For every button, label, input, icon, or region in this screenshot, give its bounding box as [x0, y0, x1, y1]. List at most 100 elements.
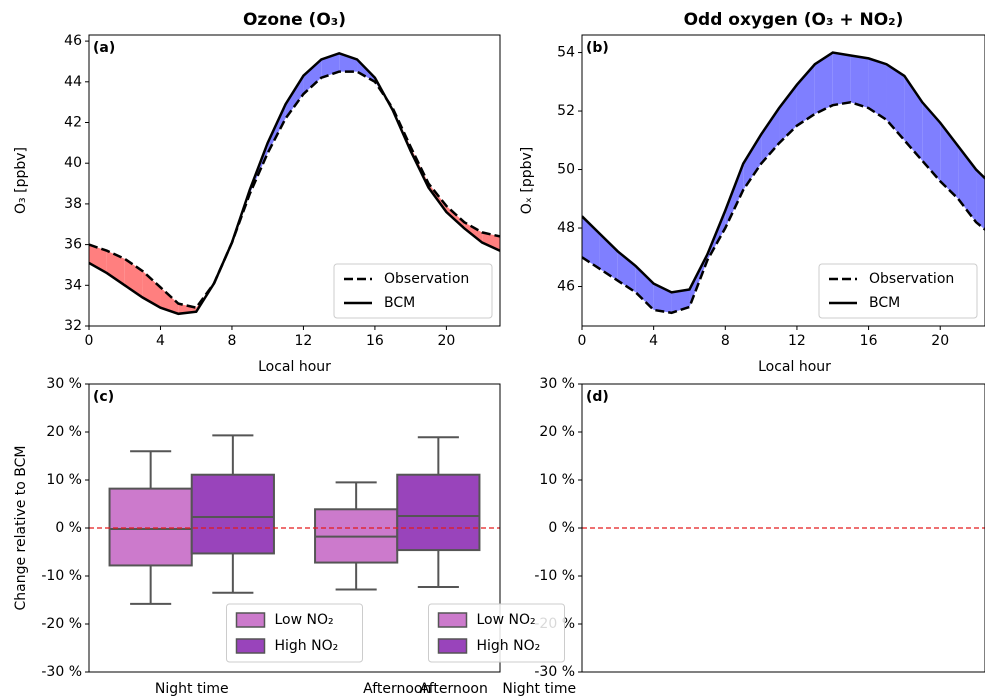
legend-label: Low NO₂ [275, 612, 334, 628]
legend-swatch [437, 638, 468, 654]
x-tick-label: 20 [437, 333, 455, 349]
y-tick-label: 38 [64, 196, 82, 212]
y-tick-label: 42 [64, 115, 82, 131]
x-tick-label: 20 [931, 333, 949, 349]
y-tick-label: 46 [64, 33, 82, 49]
plot-area [582, 527, 985, 529]
difference-fill [868, 58, 887, 120]
y-tick-label: -30 % [41, 664, 82, 680]
legend-label: High NO₂ [477, 638, 541, 654]
difference-fill [922, 102, 941, 182]
x-tick-label: 8 [721, 333, 730, 349]
y-tick-label: 10 % [539, 472, 575, 488]
difference-fill [725, 163, 744, 229]
y-tick-label: 40 [64, 155, 82, 171]
difference-fill [761, 108, 780, 164]
y-tick-label: 20 % [46, 424, 82, 440]
panel-title: Odd oxygen (O₃ + NO₂) [684, 10, 904, 30]
legend-label: High NO₂ [275, 638, 339, 654]
y-tick-label: 0 % [55, 520, 82, 536]
difference-fill [976, 169, 985, 230]
x-tick-label: 0 [85, 333, 94, 349]
difference-fill [779, 84, 797, 144]
x-tick-label: 4 [156, 333, 165, 349]
y-tick-label: 36 [64, 237, 82, 253]
y-tick-label: 0 % [548, 520, 575, 536]
legend-swatch [437, 612, 468, 628]
y-tick-label: 30 % [539, 376, 575, 392]
difference-fill [689, 254, 708, 307]
y-tick-label: 30 % [46, 376, 82, 392]
y-tick-label: 50 [557, 162, 575, 178]
y-tick-label: -10 % [534, 568, 575, 584]
box [396, 473, 481, 552]
difference-fill [743, 134, 762, 191]
legend-swatch [235, 612, 266, 628]
y-tick-label: 54 [557, 45, 575, 61]
panel-label: (b) [586, 40, 609, 56]
x-tick-label: Night time [155, 681, 229, 697]
axes-frame [581, 383, 985, 673]
axes-frame [88, 34, 501, 327]
series-line [582, 51, 985, 294]
panel-label: (c) [93, 389, 114, 405]
x-tick-label: 0 [578, 333, 587, 349]
box [108, 487, 193, 567]
legend-box [333, 263, 493, 319]
legend-label: Low NO₂ [477, 612, 536, 628]
series-line [89, 70, 500, 310]
x-axis-label: Local hour [258, 359, 331, 375]
difference-fill [106, 250, 125, 286]
x-tick-label: 4 [649, 333, 658, 349]
difference-fill [582, 216, 600, 269]
legend-swatch [235, 638, 266, 654]
difference-fill [832, 52, 851, 106]
difference-fill [482, 232, 500, 251]
x-tick-label: 16 [366, 333, 384, 349]
x-tick-label: 12 [295, 333, 313, 349]
x-axis-label: Local hour [758, 359, 831, 375]
x-tick-label: 12 [788, 333, 806, 349]
series-line [89, 51, 500, 316]
panel-label: (a) [93, 40, 115, 56]
y-tick-label: -30 % [534, 664, 575, 680]
y-tick-label: 46 [557, 279, 575, 295]
y-tick-label: 20 % [539, 424, 575, 440]
panel-label: (d) [586, 389, 609, 405]
y-tick-label: 52 [557, 103, 575, 119]
box [190, 473, 275, 555]
difference-fill [671, 289, 690, 313]
plot-area [89, 51, 500, 316]
difference-fill [303, 59, 322, 95]
difference-fill [635, 266, 654, 310]
axes-frame [581, 34, 985, 327]
legend-box [818, 263, 978, 319]
legend-label: Observation [384, 271, 469, 287]
plot-area [89, 434, 500, 605]
difference-fill [339, 53, 358, 72]
difference-fill [886, 64, 905, 141]
y-tick-label: -20 % [41, 616, 82, 632]
axes-frame [88, 383, 501, 673]
y-tick-label: 44 [64, 74, 82, 90]
difference-fill [142, 271, 161, 308]
difference-fill [160, 287, 179, 314]
x-tick-label: Night time [502, 681, 576, 697]
plot-area [582, 51, 985, 315]
series-line [582, 100, 985, 315]
difference-fill [285, 75, 304, 119]
y-axis-label: Change relative to BCM [13, 445, 29, 610]
y-tick-label: 48 [557, 220, 575, 236]
difference-fill [850, 55, 869, 109]
y-tick-label: 34 [64, 277, 82, 293]
x-tick-label: 16 [860, 333, 878, 349]
difference-fill [814, 52, 833, 114]
y-tick-label: 32 [64, 318, 82, 334]
x-tick-label: Afternoon [363, 681, 431, 697]
legend-label: Observation [869, 271, 954, 287]
x-tick-label: 8 [227, 333, 236, 349]
difference-fill [89, 244, 107, 274]
panel-title: Ozone (O₃) [243, 10, 346, 30]
